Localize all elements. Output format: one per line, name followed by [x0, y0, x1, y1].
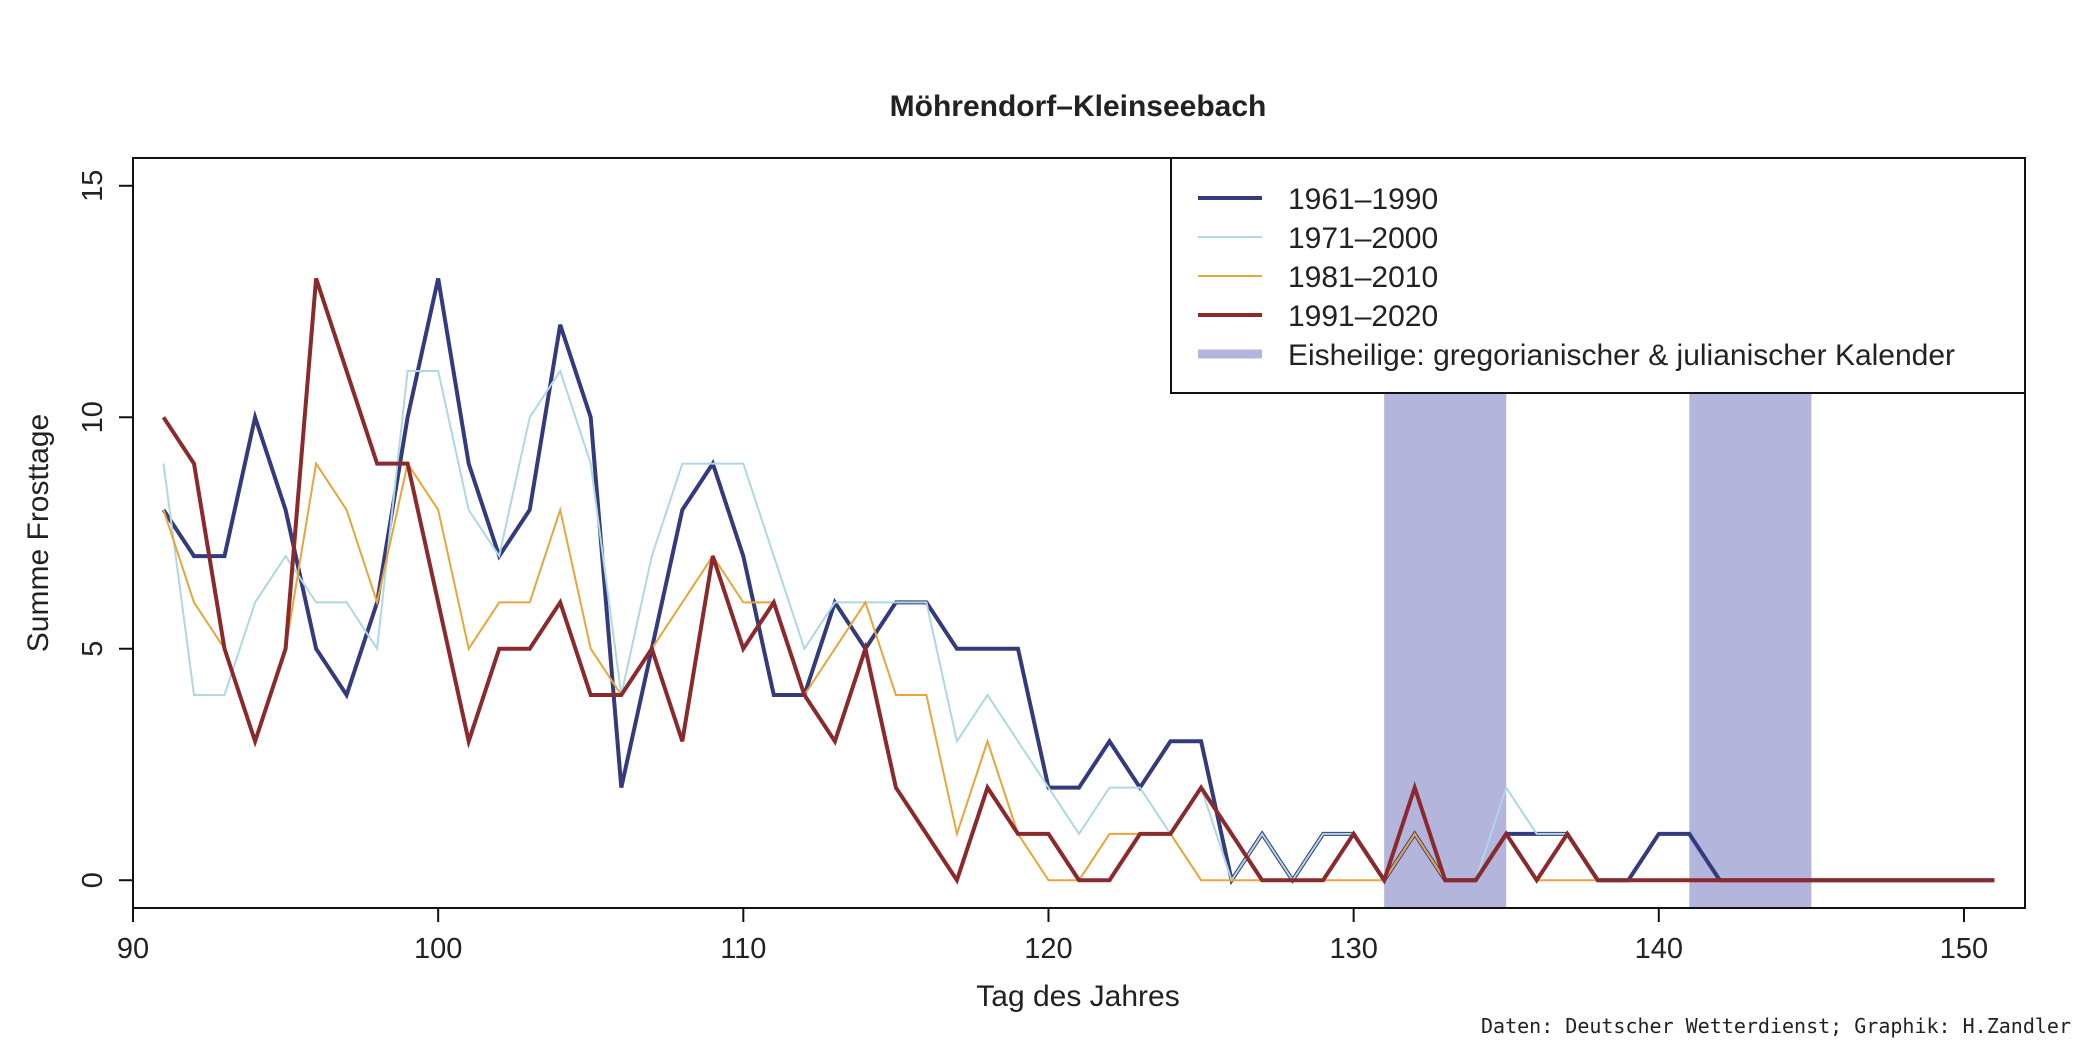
legend-label: 1981–2010: [1288, 261, 1438, 294]
series-line-1961–1990: [161, 277, 1995, 886]
x-tick-label: 130: [1329, 933, 1377, 965]
legend-label: Eisheilige: gregorianischer & julianisch…: [1288, 339, 1955, 372]
legend-label: 1961–1990: [1288, 183, 1438, 216]
x-tick-label: 150: [1940, 933, 1988, 965]
x-tick-label: 140: [1635, 933, 1683, 965]
x-tick-label: 120: [1024, 933, 1072, 965]
credit-note: Daten: Deutscher Wetterdienst; Graphik: …: [1480, 1014, 2071, 1038]
y-tick-label: 5: [77, 641, 109, 657]
chart-title: Möhrendorf–Kleinseebach: [890, 90, 1267, 123]
series-line-1991–2020: [161, 277, 1995, 885]
y-tick-label: 15: [77, 170, 109, 202]
legend: 1961–1990 1971–2000 1981–2010 1991–2020 Eish…: [1170, 157, 2026, 394]
y-tick-label: 0: [77, 872, 109, 888]
x-tick-label: 100: [414, 933, 462, 965]
x-axis: 90 100 110 120 130 140 150: [117, 907, 1988, 965]
x-tick-label: 90: [117, 933, 149, 965]
legend-box: [1170, 157, 2026, 394]
y-axis-label: Summe Frosttage: [22, 414, 55, 652]
series-lines: [161, 277, 1995, 886]
legend-label: 1991–2020: [1288, 300, 1438, 333]
y-axis: 0 5 10 15: [77, 170, 134, 888]
y-tick-label: 10: [77, 401, 109, 433]
x-tick-label: 110: [720, 933, 766, 965]
x-axis-label: Tag des Jahres: [976, 980, 1179, 1013]
legend-label: 1971–2000: [1288, 222, 1438, 255]
